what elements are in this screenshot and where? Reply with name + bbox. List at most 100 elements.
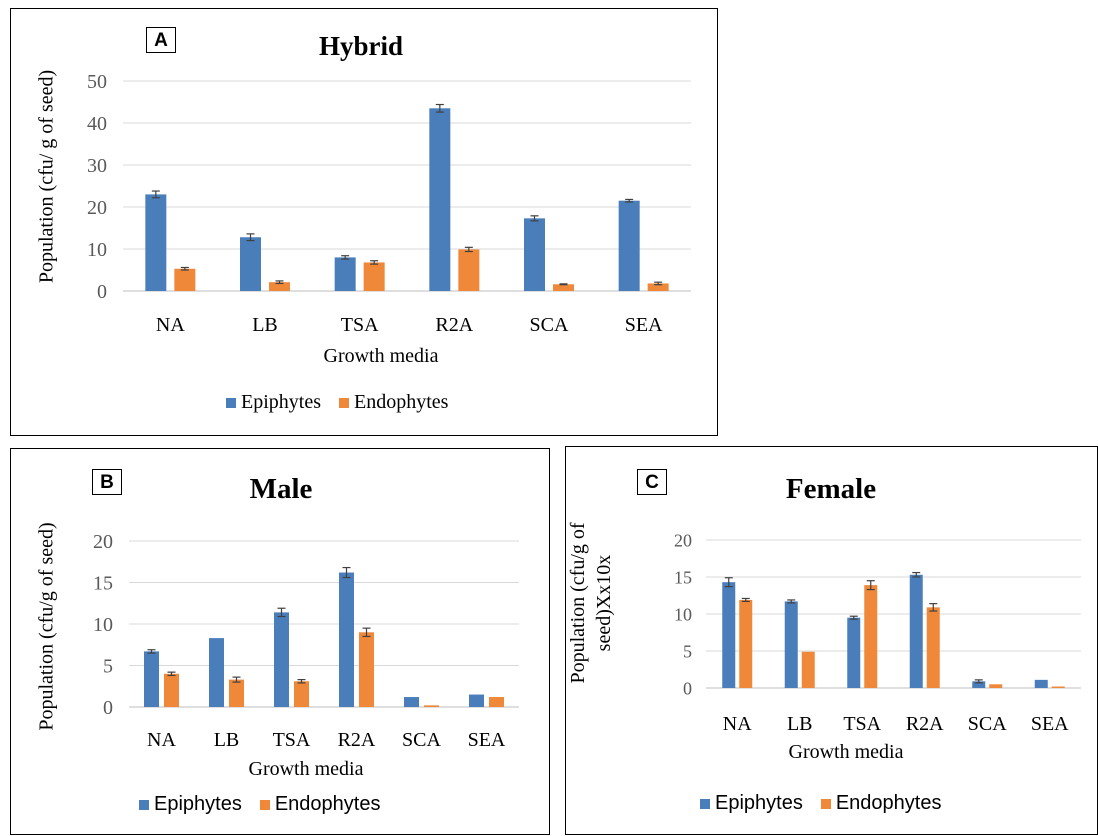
bar-hybrid-epiphytes-sca (524, 218, 545, 291)
epiphytes-swatch (700, 798, 710, 809)
x-tick-label-female-sca: SCA (968, 713, 1007, 735)
y-tick-label-female-20: 20 (674, 530, 692, 550)
bar-male-epiphytes-lb (209, 638, 224, 707)
bar-female-endophytes-tsa (864, 585, 878, 688)
y-tick-label-hybrid-20: 20 (87, 197, 107, 219)
y-axis-label-female: Population (cfu/g of seed)Xx10x (565, 498, 617, 708)
y-tick-label-hybrid-10: 10 (87, 239, 107, 261)
legend-label-endophytes: Endophytes (354, 391, 449, 413)
x-tick-label-female-tsa: TSA (843, 713, 881, 735)
bar-hybrid-epiphytes-lb (240, 237, 261, 291)
y-tick-label-female-15: 15 (674, 567, 692, 587)
y-axis-label-line-1: Population (cfu/g of (567, 522, 589, 684)
chart-title-female: Female (785, 473, 877, 505)
legend-item-epiphytes: Epiphytes (226, 391, 321, 414)
x-tick-label-male-sca: SCA (402, 729, 441, 751)
legend-label-epiphytes: Epiphytes (154, 793, 242, 815)
bar-hybrid-endophytes-sca (553, 284, 574, 291)
bar-female-epiphytes-sca (972, 681, 986, 688)
legend-item-epiphytes: Epiphytes (139, 793, 242, 816)
bar-male-endophytes-sca (424, 705, 439, 707)
chart-title-male: Male (249, 473, 313, 505)
x-tick-label-female-lb: LB (787, 713, 813, 735)
y-axis-label-male: Population (cfu/g of seed) (35, 522, 58, 731)
panel-label-c: C (637, 469, 667, 495)
x-tick-label-male-r2a: R2A (338, 729, 376, 751)
legend-item-epiphytes: Epiphytes (700, 792, 803, 815)
bar-hybrid-endophytes-r2a (458, 249, 480, 291)
y-tick-label-male-0: 0 (103, 697, 113, 719)
y-tick-label-male-15: 15 (93, 573, 113, 595)
x-tick-label-female-na: NA (723, 713, 752, 735)
bar-male-epiphytes-tsa (274, 612, 289, 707)
x-tick-label-hybrid-sea: SEA (625, 314, 663, 336)
epiphytes-swatch (139, 799, 149, 810)
bar-hybrid-epiphytes-r2a (429, 108, 451, 291)
bar-male-endophytes-sea (489, 697, 504, 707)
x-axis-label-hybrid: Growth media (323, 345, 439, 367)
bar-female-epiphytes-sea (1034, 679, 1048, 688)
endophytes-swatch (259, 799, 270, 810)
x-tick-label-hybrid-r2a: R2A (435, 314, 473, 336)
bar-hybrid-endophytes-na (174, 268, 196, 291)
y-tick-label-hybrid-50: 50 (87, 71, 107, 93)
x-tick-label-hybrid-tsa: TSA (341, 314, 379, 336)
y-axis-label-hybrid: Population (cfu/ g of seed) (35, 69, 58, 284)
bar-female-endophytes-sca (989, 684, 1003, 688)
y-tick-label-male-20: 20 (93, 531, 113, 553)
panel-label-a: A (146, 27, 176, 53)
y-tick-label-male-10: 10 (93, 614, 113, 636)
chart-panel-hybrid: 0 10 20 30 40 50 NA LB TSA R2A SCA SEA A Hybrid Pop… (10, 8, 718, 436)
bar-hybrid-epiphytes-sea (618, 200, 640, 291)
legend-item-endophytes: Endophytes (820, 792, 941, 815)
x-tick-label-hybrid-lb: LB (252, 314, 278, 336)
y-axis-label-line-2: seed)Xx10x (593, 554, 615, 652)
bar-male-epiphytes-sca (404, 697, 419, 707)
x-tick-label-male-sea: SEA (468, 729, 506, 751)
bar-female-endophytes-sea (1051, 686, 1065, 688)
endophytes-swatch (339, 397, 349, 408)
x-tick-label-female-sea: SEA (1031, 713, 1069, 735)
chart-panel-male: 0 5 10 15 20 NA LB TSA R2A SCA SEA B Male Populati… (10, 448, 550, 835)
bar-female-epiphytes-r2a (909, 574, 923, 688)
x-tick-label-female-r2a: R2A (906, 713, 944, 735)
chart-title-hybrid: Hybrid (318, 31, 404, 61)
y-tick-label-female-0: 0 (683, 678, 692, 698)
x-tick-label-male-lb: LB (214, 729, 240, 751)
bar-female-epiphytes-na (722, 582, 736, 688)
x-tick-label-male-na: NA (147, 729, 176, 751)
legend-item-endophytes: Endophytes (339, 391, 448, 414)
x-tick-label-male-tsa: TSA (273, 729, 311, 751)
y-tick-label-female-10: 10 (674, 604, 692, 624)
bar-female-endophytes-na (739, 599, 753, 688)
legend-label-epiphytes: Epiphytes (715, 792, 803, 814)
legend-hybrid: Epiphytes Endophytes (226, 391, 448, 414)
legend-label-endophytes: Endophytes (274, 793, 381, 815)
bar-hybrid-endophytes-tsa (363, 262, 385, 291)
bar-male-epiphytes-r2a (339, 572, 354, 707)
endophytes-swatch (820, 798, 831, 809)
bar-hybrid-endophytes-sea (647, 283, 669, 291)
legend-female: Epiphytes Endophytes (700, 792, 941, 815)
y-tick-label-hybrid-0: 0 (97, 281, 107, 303)
bar-male-endophytes-na (164, 673, 179, 707)
bar-hybrid-epiphytes-na (145, 194, 167, 291)
epiphytes-swatch (226, 397, 236, 408)
bar-male-epiphytes-na (144, 651, 159, 707)
x-axis-label-female: Growth media (788, 741, 904, 763)
y-tick-label-male-5: 5 (103, 656, 113, 678)
y-tick-label-female-5: 5 (683, 641, 692, 661)
y-tick-label-hybrid-30: 30 (87, 155, 107, 177)
bar-female-endophytes-r2a (926, 607, 940, 688)
y-tick-label-hybrid-40: 40 (87, 113, 107, 135)
legend-male: Epiphytes Endophytes (139, 793, 380, 816)
hybrid-chart-svg: 0 10 20 30 40 50 NA LB TSA R2A SCA SEA (87, 71, 691, 336)
bar-hybrid-endophytes-lb (269, 282, 290, 291)
bar-female-epiphytes-lb (784, 601, 798, 688)
legend-label-epiphytes: Epiphytes (241, 391, 321, 413)
bar-female-epiphytes-tsa (847, 617, 861, 688)
legend-item-endophytes: Endophytes (259, 793, 381, 816)
male-chart-svg: 0 5 10 15 20 NA LB TSA R2A SCA SEA (93, 531, 519, 751)
bar-male-endophytes-tsa (294, 681, 309, 707)
bar-male-endophytes-r2a (359, 632, 374, 707)
